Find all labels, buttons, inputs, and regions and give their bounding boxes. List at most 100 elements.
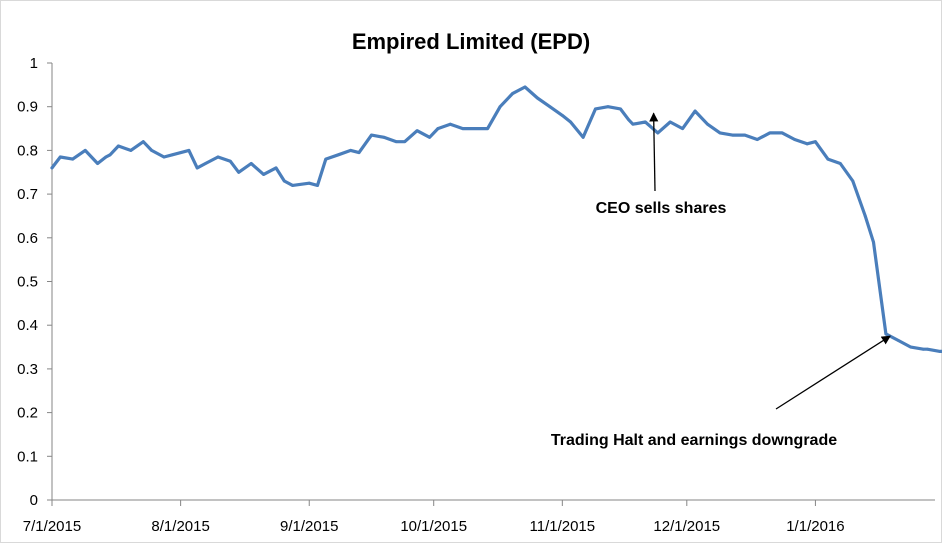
data-point bbox=[793, 138, 797, 141]
data-point bbox=[838, 162, 842, 165]
data-point bbox=[681, 127, 685, 130]
y-tick-label: 0.3 bbox=[17, 361, 38, 378]
y-tick-label: 0 bbox=[30, 492, 38, 509]
data-point bbox=[706, 122, 709, 126]
data-point bbox=[780, 131, 784, 135]
data-point bbox=[282, 179, 286, 183]
data-point bbox=[448, 122, 452, 126]
x-tick-label: 8/1/2015 bbox=[151, 518, 209, 535]
data-point bbox=[229, 159, 232, 163]
data-point bbox=[569, 120, 573, 124]
data-point bbox=[656, 131, 660, 135]
y-tick-label: 0.5 bbox=[17, 274, 38, 291]
data-point bbox=[805, 142, 809, 146]
x-tick-label: 10/1/2015 bbox=[400, 518, 467, 535]
data-point bbox=[631, 122, 635, 126]
data-point bbox=[536, 96, 539, 100]
data-point bbox=[382, 135, 386, 139]
data-point bbox=[324, 157, 328, 161]
data-point bbox=[162, 155, 166, 159]
data-point bbox=[768, 131, 772, 135]
data-point bbox=[619, 107, 622, 111]
axes: 0 0.1 0.2 0.3 0.4 0.5 0.6 0.7 0.8 0.9 1 7/1/2015 8/1… bbox=[17, 55, 935, 535]
data-point bbox=[403, 140, 407, 144]
data-point bbox=[187, 149, 191, 152]
data-point bbox=[718, 131, 722, 135]
data-point bbox=[150, 149, 153, 152]
data-point bbox=[370, 133, 373, 137]
data-point bbox=[316, 183, 319, 187]
data-point bbox=[581, 135, 585, 139]
data-point bbox=[58, 155, 62, 159]
data-point bbox=[104, 155, 108, 159]
data-point bbox=[643, 120, 647, 124]
data-point bbox=[755, 138, 759, 141]
data-point bbox=[909, 345, 913, 349]
data-point bbox=[461, 127, 465, 130]
data-point bbox=[249, 162, 253, 165]
data-point bbox=[50, 166, 54, 170]
annotation-arrow bbox=[775, 335, 891, 410]
y-tick-label: 0.7 bbox=[17, 186, 38, 203]
annotation-label: CEO sells shares bbox=[596, 200, 727, 217]
data-point bbox=[863, 214, 867, 218]
data-point bbox=[195, 166, 199, 170]
data-point bbox=[884, 332, 888, 336]
data-point bbox=[668, 120, 672, 124]
data-point bbox=[436, 127, 440, 130]
data-point bbox=[291, 183, 295, 187]
data-point bbox=[511, 92, 514, 95]
y-tick-label: 0.8 bbox=[17, 142, 38, 159]
data-point bbox=[926, 347, 929, 351]
data-point bbox=[262, 173, 265, 176]
data-point bbox=[96, 162, 100, 165]
x-tick-label: 9/1/2015 bbox=[280, 518, 338, 535]
data-point bbox=[349, 149, 353, 152]
annotation-arrow bbox=[649, 112, 659, 192]
data-point bbox=[560, 114, 564, 117]
data-point bbox=[129, 149, 133, 152]
data-point bbox=[108, 153, 112, 157]
data-point bbox=[814, 140, 817, 144]
data-point bbox=[851, 179, 855, 183]
data-point bbox=[896, 339, 900, 342]
data-point bbox=[594, 107, 597, 111]
data-point bbox=[498, 105, 502, 109]
annotations: CEO sells shares Trading Halt and earning… bbox=[551, 112, 891, 449]
data-point bbox=[606, 105, 610, 109]
data-point bbox=[357, 151, 361, 154]
data-point bbox=[743, 133, 747, 137]
data-point bbox=[216, 155, 220, 159]
data-point bbox=[237, 170, 241, 174]
data-point bbox=[872, 240, 875, 244]
series-line bbox=[50, 85, 942, 353]
y-tick-label: 0.9 bbox=[17, 99, 38, 116]
plot-area bbox=[50, 85, 942, 353]
data-point bbox=[428, 135, 431, 139]
chart-title: Empired Limited (EPD) bbox=[352, 29, 590, 54]
data-point bbox=[415, 129, 419, 133]
y-tick-label: 1 bbox=[30, 55, 38, 72]
data-point bbox=[627, 118, 631, 122]
data-point bbox=[473, 127, 477, 130]
x-tick-label: 12/1/2015 bbox=[653, 518, 720, 535]
data-point bbox=[83, 149, 87, 152]
y-tick-label: 0.4 bbox=[17, 317, 38, 334]
data-point bbox=[523, 85, 527, 89]
data-point bbox=[170, 153, 174, 157]
x-tick-label: 11/1/2015 bbox=[530, 518, 596, 535]
x-tick-label: 7/1/2015 bbox=[23, 518, 81, 535]
data-point bbox=[394, 140, 398, 144]
annotation-label: Trading Halt and earnings downgrade bbox=[551, 432, 837, 449]
data-point bbox=[486, 127, 490, 130]
data-point bbox=[71, 157, 75, 161]
y-tick-label: 0.1 bbox=[17, 448, 38, 465]
data-point bbox=[938, 350, 942, 353]
data-point bbox=[116, 144, 120, 148]
data-point bbox=[274, 166, 278, 170]
x-tick-label: 1/1/2016 bbox=[786, 518, 844, 535]
data-point bbox=[731, 133, 734, 137]
data-point bbox=[204, 162, 207, 165]
y-tick-label: 0.2 bbox=[17, 405, 38, 422]
data-point bbox=[307, 181, 311, 185]
